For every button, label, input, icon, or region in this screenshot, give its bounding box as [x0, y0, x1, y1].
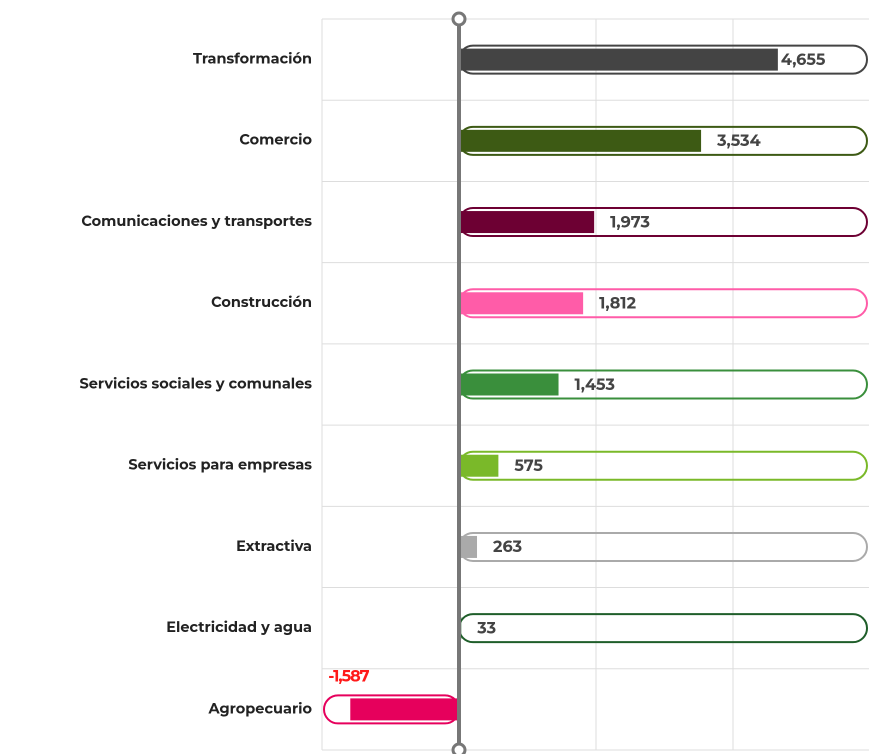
bar [459, 211, 594, 233]
value-label: 263 [493, 538, 522, 557]
bar [459, 536, 477, 558]
value-label: 4,655 [781, 51, 826, 70]
category-label: Agropecuario [208, 699, 313, 717]
category-label: Servicios sociales y comunales [79, 374, 312, 392]
category-label: Construcción [211, 293, 312, 311]
category-label: Electricidad y agua [166, 618, 312, 636]
bar [459, 374, 559, 396]
value-label: 1,973 [610, 213, 650, 232]
axis-cap [453, 13, 465, 25]
value-label: 575 [514, 457, 543, 476]
value-label: 33 [476, 619, 496, 638]
value-label: 1,453 [575, 376, 615, 395]
category-label: Transformación [193, 50, 312, 68]
chart: Transformación 4,655 Comercio 3,534 Comunica… [0, 0, 869, 754]
axis-cap [453, 744, 465, 754]
bar [459, 130, 701, 152]
bar [459, 49, 778, 71]
bar [459, 292, 583, 314]
bar [459, 455, 498, 477]
category-label: Servicios para empresas [128, 456, 312, 474]
bar-track [459, 614, 867, 642]
category-label: Comercio [239, 131, 312, 149]
bar [350, 698, 459, 720]
value-label: 1,812 [599, 295, 636, 314]
value-label: 3,534 [716, 132, 761, 151]
category-label: Comunicaciones y transportes [81, 212, 312, 230]
value-label: -1,587 [328, 668, 369, 687]
category-label: Extractiva [236, 537, 312, 555]
